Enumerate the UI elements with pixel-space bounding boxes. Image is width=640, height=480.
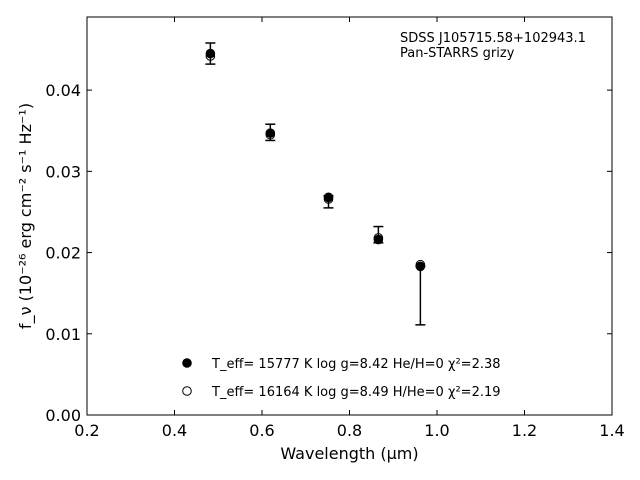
x-axis-label: Wavelength (μm) [280,444,418,463]
x-tick-label: 0.4 [162,421,187,440]
y-axis-label: f_ν (10⁻²⁶ erg cm⁻² s⁻¹ Hz⁻¹) [16,103,36,329]
axes [86,16,613,416]
plot-data [205,42,426,326]
y-tick-label: 0.02 [45,244,81,263]
chart-text: 0.2 0.4 0.6 0.8 1.0 1.2 1.4 0.00 0.01 0.02 0.03 0.0… [16,31,625,463]
y-tick-label: 0.01 [45,325,81,344]
model-point-open [265,129,276,140]
x-tick-label: 0.8 [337,421,362,440]
annotation-line: SDSS J105715.58+102943.1 [400,31,586,46]
x-tick-label: 1.4 [599,421,624,440]
x-tick-label: 0.6 [249,421,274,440]
y-tick-label: 0.03 [45,162,81,181]
y-tick-label: 0.00 [45,406,81,425]
legend-label: T_eff= 15777 K log g=8.42 He/H=0 χ²=2.38 [211,357,501,372]
legend-label: T_eff= 16164 K log g=8.49 H/He=0 χ²=2.19 [211,385,501,400]
x-tick-label: 1.0 [424,421,449,440]
annotation-line: Pan-STARRS grizy [400,46,515,61]
model-point-open [205,51,216,61]
model-point-open [373,233,384,243]
plot-frame [86,16,613,416]
legend-marker-filled [182,358,192,368]
model-point-open [415,259,426,270]
model-point-open [323,194,334,204]
model-point-filled [205,48,216,59]
x-tick-label: 0.2 [74,421,99,440]
y-tick-label: 0.04 [45,81,81,100]
legend-marker-open [182,386,192,396]
x-tick-label: 1.2 [512,421,537,440]
